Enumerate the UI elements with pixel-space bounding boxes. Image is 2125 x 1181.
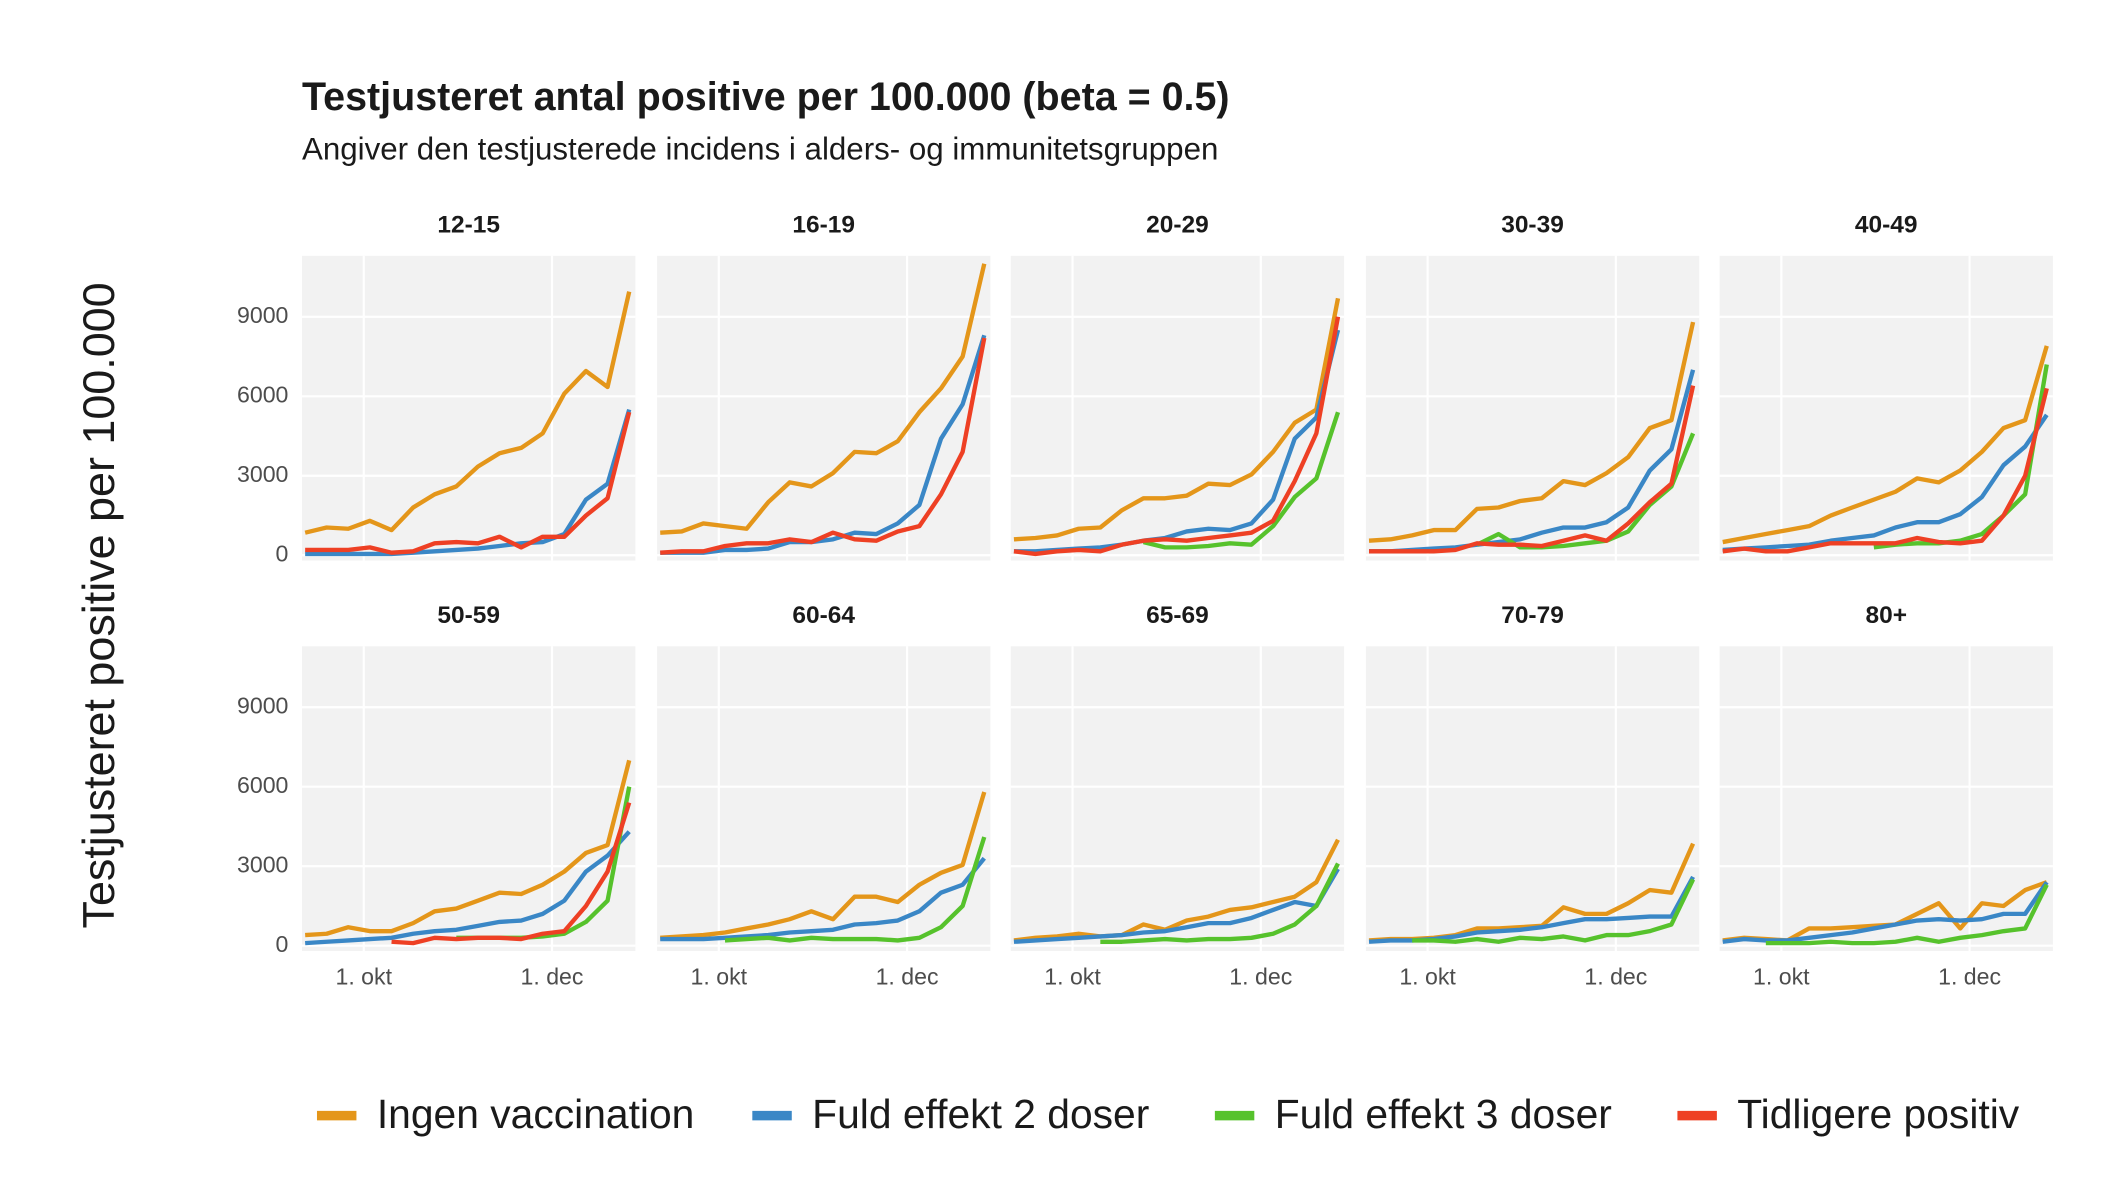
series-line: [1369, 385, 1696, 554]
series-line: [305, 411, 632, 555]
strip-title: 20-29: [1146, 211, 1209, 238]
series-line: [1368, 321, 1696, 543]
series-line: [1142, 411, 1341, 550]
series-line: [1722, 387, 2049, 554]
strip-title: 30-39: [1501, 211, 1564, 238]
series-line: [1765, 883, 2049, 946]
x-tick-label: 1. dec: [1938, 963, 2001, 989]
panel-background: [1365, 255, 1700, 561]
series-line: [1412, 878, 1696, 944]
panel: 16-19: [657, 211, 991, 561]
series-line: [1013, 316, 1341, 557]
y-tick-label: 6000: [237, 381, 288, 407]
y-tick-label: 9000: [237, 302, 288, 328]
panel: 30-39: [1365, 211, 1700, 561]
panel: 12-15 0 3000 6000 9000: [237, 211, 636, 566]
y-tick-label: 0: [276, 931, 289, 957]
series-line: [305, 830, 631, 946]
y-tick-label: 0: [276, 540, 289, 566]
y-axis-title: Testjusteret positive per 100.000: [73, 282, 124, 928]
series-line: [1013, 838, 1340, 943]
legend-label: Fuld effekt 2 doser: [812, 1091, 1149, 1137]
series-line: [1722, 345, 2049, 545]
legend-label: Fuld effekt 3 doser: [1275, 1091, 1612, 1137]
panel: 70-79 1. okt 1. dec: [1365, 602, 1700, 989]
y-tick-label: 9000: [237, 692, 288, 718]
panel-background: [1010, 255, 1345, 561]
panel: 50-59 0 3000 6000 9000 1. okt 1. dec: [237, 602, 636, 989]
series-line: [660, 334, 987, 555]
x-tick-label: 1. dec: [1229, 963, 1292, 989]
panel-background: [1719, 646, 2053, 952]
x-tick-label: 1. dec: [1584, 963, 1647, 989]
series-line: [1722, 880, 2049, 944]
panel: 20-29: [1010, 211, 1345, 561]
series-line: [1722, 413, 2049, 553]
y-tick-label: 3000: [237, 851, 288, 877]
series-line: [305, 408, 632, 557]
x-tick-label: 1. okt: [691, 963, 748, 989]
series-line: [1873, 364, 2049, 550]
legend-label: Tidligere positiv: [1737, 1091, 2020, 1137]
panel: 65-69 1. okt 1. dec: [1010, 602, 1345, 989]
chart-title: Testjusteret antal positive per 100.000 …: [302, 75, 1230, 119]
chart-subtitle: Angiver den testjusterede incidens i ald…: [302, 131, 1218, 166]
series-line: [660, 263, 987, 535]
panel-background: [1719, 255, 2053, 561]
series-line: [391, 801, 632, 946]
panel: 60-64 1. okt 1. dec: [657, 602, 991, 989]
series-line: [1013, 867, 1340, 944]
panel-background: [657, 646, 991, 952]
x-tick-label: 1. okt: [1044, 963, 1101, 989]
series-line: [305, 759, 632, 938]
series-line: [1100, 862, 1340, 944]
y-tick-label: 3000: [237, 461, 288, 487]
series-line: [304, 291, 632, 535]
series-line: [660, 791, 987, 940]
legend-label: Ingen vaccination: [377, 1091, 695, 1137]
x-tick-label: 1. okt: [335, 963, 392, 989]
strip-title: 12-15: [437, 211, 500, 238]
series-line: [660, 856, 986, 942]
panel: 80+ 1. okt 1. dec: [1719, 602, 2053, 989]
panel-background: [657, 255, 991, 561]
series-line: [660, 337, 987, 555]
strip-title: 16-19: [792, 211, 855, 238]
strip-title: 80+: [1865, 602, 1907, 629]
strip-title: 70-79: [1501, 602, 1564, 629]
x-tick-label: 1. dec: [521, 963, 584, 989]
strip-title: 40-49: [1855, 211, 1918, 238]
strip-title: 65-69: [1146, 602, 1209, 629]
panel-background: [302, 646, 636, 952]
x-tick-label: 1. dec: [876, 963, 939, 989]
y-tick-label: 6000: [237, 772, 288, 798]
strip-title: 60-64: [792, 602, 855, 629]
panel-background: [1365, 646, 1700, 952]
strip-title: 50-59: [437, 602, 500, 629]
x-tick-label: 1. okt: [1753, 963, 1810, 989]
series-line: [1013, 297, 1341, 542]
panel-background: [1010, 646, 1345, 952]
x-tick-label: 1. okt: [1399, 963, 1456, 989]
panel: 40-49: [1719, 211, 2053, 561]
series-line: [724, 836, 987, 943]
